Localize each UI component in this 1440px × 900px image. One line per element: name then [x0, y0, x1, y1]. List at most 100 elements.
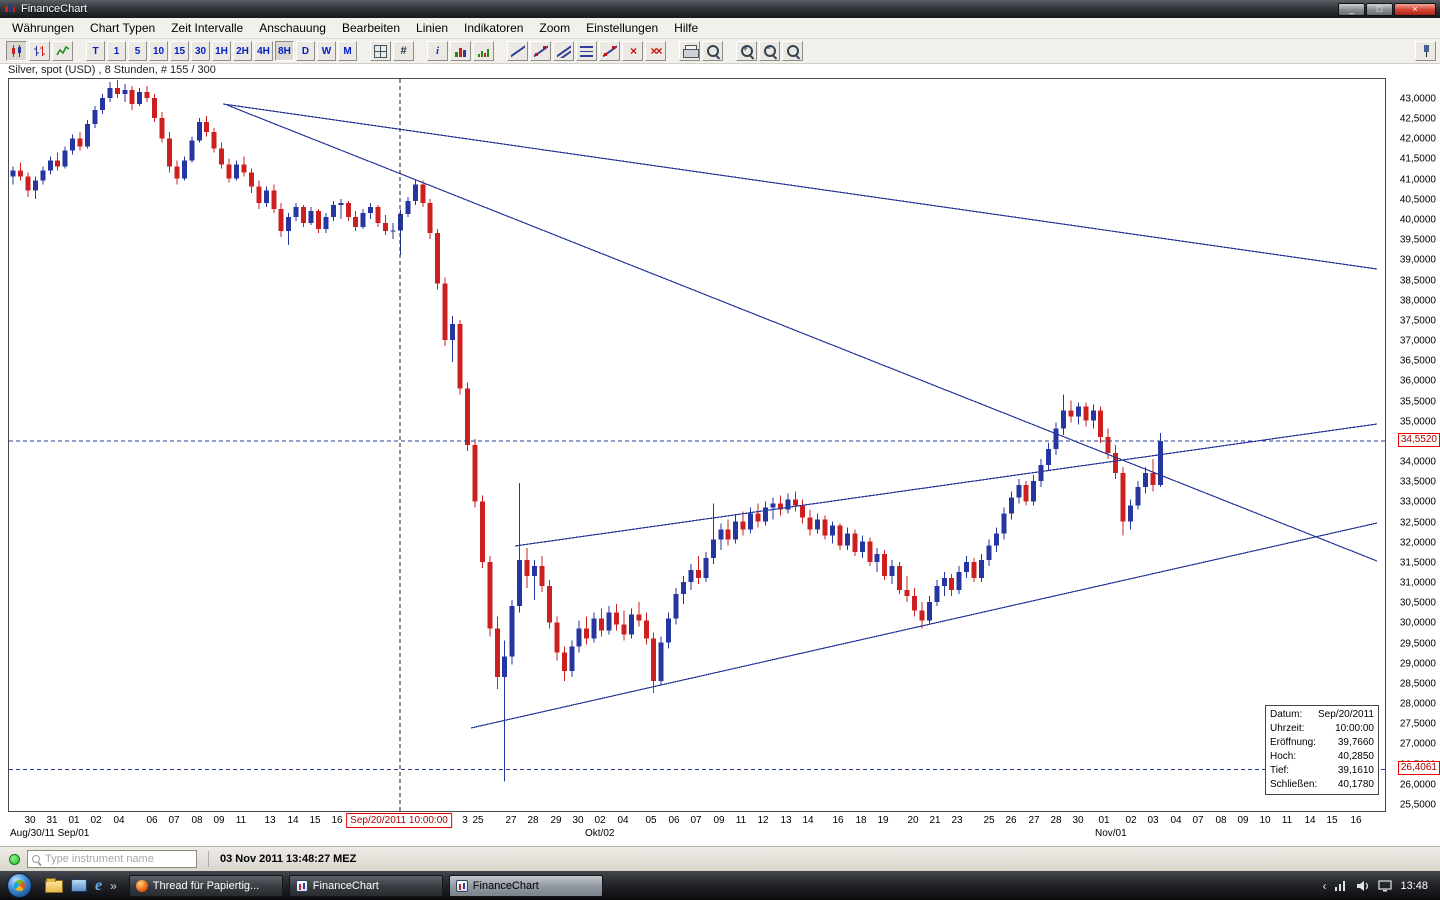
- x-axis-tick: 30: [572, 815, 584, 826]
- x-axis-tick: 28: [1050, 815, 1062, 826]
- taskbar-task[interactable]: FinanceChart: [288, 874, 443, 897]
- chart-icon: [295, 879, 308, 892]
- interval-10-button[interactable]: 10: [149, 41, 168, 61]
- interval-30-button[interactable]: 30: [191, 41, 210, 61]
- y-axis-label: 27,0000: [1399, 738, 1436, 750]
- zoom-in-button[interactable]: +: [736, 41, 757, 61]
- interval-2h-button[interactable]: 2H: [233, 41, 252, 61]
- menu-item-zeit-intervalle[interactable]: Zeit Intervalle: [171, 21, 244, 35]
- start-button[interactable]: [7, 873, 32, 898]
- regression-icon: [603, 44, 617, 58]
- maximize-button[interactable]: □: [1366, 2, 1393, 16]
- x-axis-tick: 11: [735, 815, 747, 826]
- interval-m-button[interactable]: M: [338, 41, 357, 61]
- menu-item-hilfe[interactable]: Hilfe: [674, 21, 699, 35]
- zoom-selection-button[interactable]: [782, 41, 803, 61]
- chart-type-candlestick-button[interactable]: [6, 41, 27, 61]
- y-axis-label: 38,0000: [1399, 295, 1436, 307]
- quick-launch-chevron-icon[interactable]: »: [110, 878, 117, 893]
- menu-item-indikatoren[interactable]: Indikatoren: [464, 21, 524, 35]
- folder-icon[interactable]: [45, 878, 63, 893]
- network-icon[interactable]: [1334, 880, 1348, 892]
- interval-8h-button[interactable]: 8H: [275, 41, 294, 61]
- tooltip-row: Tief: 39,1610: [1270, 765, 1374, 776]
- taskbar-task[interactable]: Thread für Papiertig...: [128, 874, 283, 897]
- y-axis-label: 25,5000: [1399, 799, 1436, 811]
- taskbar-tasks: Thread für Papiertig... FinanceChart Finan…: [123, 874, 603, 897]
- print-preview-button[interactable]: [702, 41, 723, 61]
- x-axis-tick: 15: [1326, 815, 1338, 826]
- delete-all-lines-button[interactable]: ××: [645, 41, 666, 61]
- minimize-button[interactable]: _: [1338, 2, 1365, 16]
- close-button[interactable]: ×: [1394, 2, 1436, 16]
- display-icon[interactable]: [1378, 879, 1393, 892]
- regression-tool-button[interactable]: [599, 41, 620, 61]
- x-axis-tick: 19: [877, 815, 889, 826]
- print-button[interactable]: [679, 41, 700, 61]
- plot-svg: [9, 79, 1387, 813]
- x-axis-tick: 23: [951, 815, 963, 826]
- hash-button[interactable]: #: [393, 41, 414, 61]
- fibonacci-tool-button[interactable]: [576, 41, 597, 61]
- grid-toggle-button[interactable]: [370, 41, 391, 61]
- x-axis-tick: 09: [213, 815, 225, 826]
- internet-explorer-icon[interactable]: e: [95, 876, 103, 894]
- delete-all-icon: ××: [650, 44, 662, 58]
- chart-type-bar-button[interactable]: [29, 41, 50, 61]
- connection-status-icon: [9, 853, 20, 865]
- interval-15-button[interactable]: 15: [170, 41, 189, 61]
- interval-5-button[interactable]: 5: [128, 41, 147, 61]
- interval-w-button[interactable]: W: [317, 41, 336, 61]
- ray-tool-button[interactable]: [530, 41, 551, 61]
- y-axis-label: 29,0000: [1399, 658, 1436, 670]
- indicator-histogram-button[interactable]: [450, 41, 471, 61]
- x-axis-period: Aug/30/11 Sep/01: [10, 828, 90, 839]
- tooltip-row: Schließen: 40,1780: [1270, 779, 1374, 790]
- interval-1-button[interactable]: 1: [107, 41, 126, 61]
- grid-icon: [374, 44, 387, 58]
- menu-item-chart-typen[interactable]: Chart Typen: [90, 21, 156, 35]
- x-axis-tick: 04: [113, 815, 125, 826]
- menu-item-zoom[interactable]: Zoom: [539, 21, 571, 35]
- menu-item-linien[interactable]: Linien: [416, 21, 449, 35]
- taskbar-task[interactable]: FinanceChart: [448, 874, 603, 897]
- pin-panel-button[interactable]: [1415, 41, 1436, 61]
- crosshair-date-label: Sep/20/2011 10:00:00: [346, 813, 452, 828]
- taskbar-clock: 13:48: [1400, 879, 1428, 892]
- x-axis-tick: 27: [505, 815, 517, 826]
- chart-plot-area[interactable]: Datum: Sep/20/2011 Uhrzeit: 10:00:00 Eröffnu…: [8, 78, 1387, 813]
- tray-chevron-icon[interactable]: ‹: [1322, 878, 1327, 893]
- menu-item-bearbeiten[interactable]: Bearbeiten: [341, 21, 401, 35]
- tooltip-row: Hoch: 40,2850: [1270, 751, 1374, 762]
- instrument-search-input[interactable]: [45, 853, 193, 865]
- y-axis-label: 28,5000: [1399, 678, 1436, 690]
- x-axis-tick: 02: [594, 815, 606, 826]
- indicator-volume-button[interactable]: [473, 41, 494, 61]
- zoom-in-icon: +: [740, 43, 754, 58]
- menu-item-waehrungen[interactable]: Währungen: [12, 21, 75, 35]
- menu-bar: Währungen Chart Typen Zeit Intervalle Ansch…: [0, 18, 1440, 39]
- channel-tool-button[interactable]: [553, 41, 574, 61]
- delete-line-button[interactable]: ×: [622, 41, 643, 61]
- quick-launch: e »: [45, 876, 117, 894]
- menu-item-einstellungen[interactable]: Einstellungen: [586, 21, 659, 35]
- interval-t-button[interactable]: T: [86, 41, 105, 61]
- info-button[interactable]: i: [427, 41, 448, 61]
- y-axis-label: 42,0000: [1399, 133, 1436, 145]
- menu-item-anschauung[interactable]: Anschauung: [259, 21, 326, 35]
- trendline-tool-button[interactable]: [507, 41, 528, 61]
- interval-1h-button[interactable]: 1H: [212, 41, 231, 61]
- desktop-icon[interactable]: [71, 879, 87, 892]
- interval-4h-button[interactable]: 4H: [254, 41, 273, 61]
- y-axis: 43,0000 42,5000 42,0000 41,5000 41,0000 40,50…: [1390, 78, 1440, 812]
- x-axis-tick: 04: [1170, 815, 1182, 826]
- volume-icon[interactable]: [1356, 880, 1370, 892]
- zoom-out-button[interactable]: −: [759, 41, 780, 61]
- tooltip-row: Datum: Sep/20/2011: [1270, 709, 1374, 720]
- fibonacci-icon: [580, 45, 593, 57]
- chart-type-line-button[interactable]: [52, 41, 73, 61]
- x-axis-tick: 07: [690, 815, 702, 826]
- y-axis-label: 32,0000: [1399, 537, 1436, 549]
- y-axis-label: 32,5000: [1399, 517, 1436, 529]
- interval-d-button[interactable]: D: [296, 41, 315, 61]
